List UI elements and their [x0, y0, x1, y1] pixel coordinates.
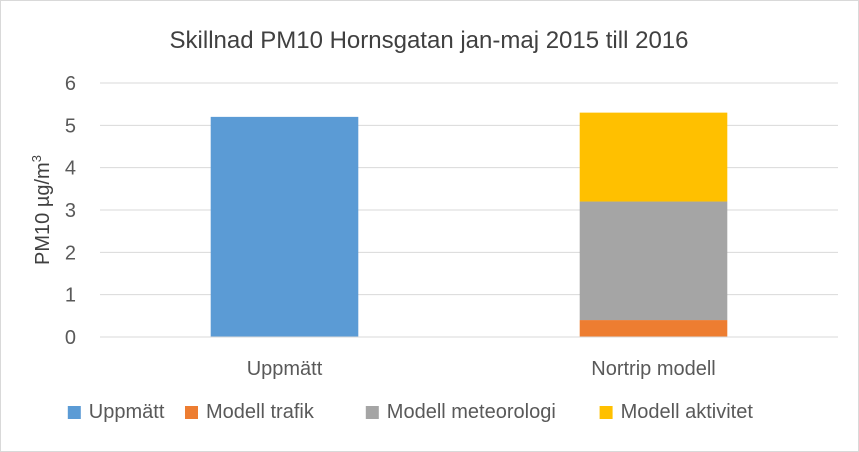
chart-title: Skillnad PM10 Hornsgatan jan-maj 2015 ti…: [170, 27, 689, 54]
legend-label: Modell meteorologi: [387, 401, 556, 423]
bar-segment: [579, 320, 728, 337]
bars: [210, 112, 728, 337]
y-tick-label: 2: [65, 242, 76, 264]
y-axis-label-superscript: 3: [29, 155, 44, 162]
y-axis-label: PM10 µg/m3: [29, 155, 54, 265]
legend-swatch: [67, 406, 81, 419]
legend-swatch: [185, 406, 198, 419]
x-tick-label: Nortrip modell: [591, 358, 715, 380]
legend-swatch: [599, 406, 613, 419]
y-tick-label: 4: [65, 158, 76, 180]
y-tick-label: 6: [65, 73, 76, 95]
y-tick-label: 1: [65, 285, 76, 307]
legend-label: Uppmätt: [89, 401, 165, 423]
legend-label: Modell aktivitet: [621, 401, 754, 423]
bar-segment: [579, 201, 728, 321]
legend: Uppmätt Modell trafik Modell meteorologi Mo…: [67, 401, 754, 423]
axes: 0 1 2 3 4 5 6 Uppmätt Nortrip modell: [65, 73, 838, 380]
legend-label: Modell trafik: [206, 401, 315, 423]
bar-segment: [210, 116, 359, 337]
legend-swatch: [365, 406, 379, 419]
x-tick-label: Uppmätt: [247, 358, 323, 380]
bar-segment: [579, 112, 728, 202]
y-tick-label: 5: [65, 115, 76, 137]
y-tick-label: 0: [65, 327, 76, 349]
y-tick-label: 3: [65, 200, 76, 222]
y-axis-label-main: PM10 µg/m: [32, 162, 54, 265]
